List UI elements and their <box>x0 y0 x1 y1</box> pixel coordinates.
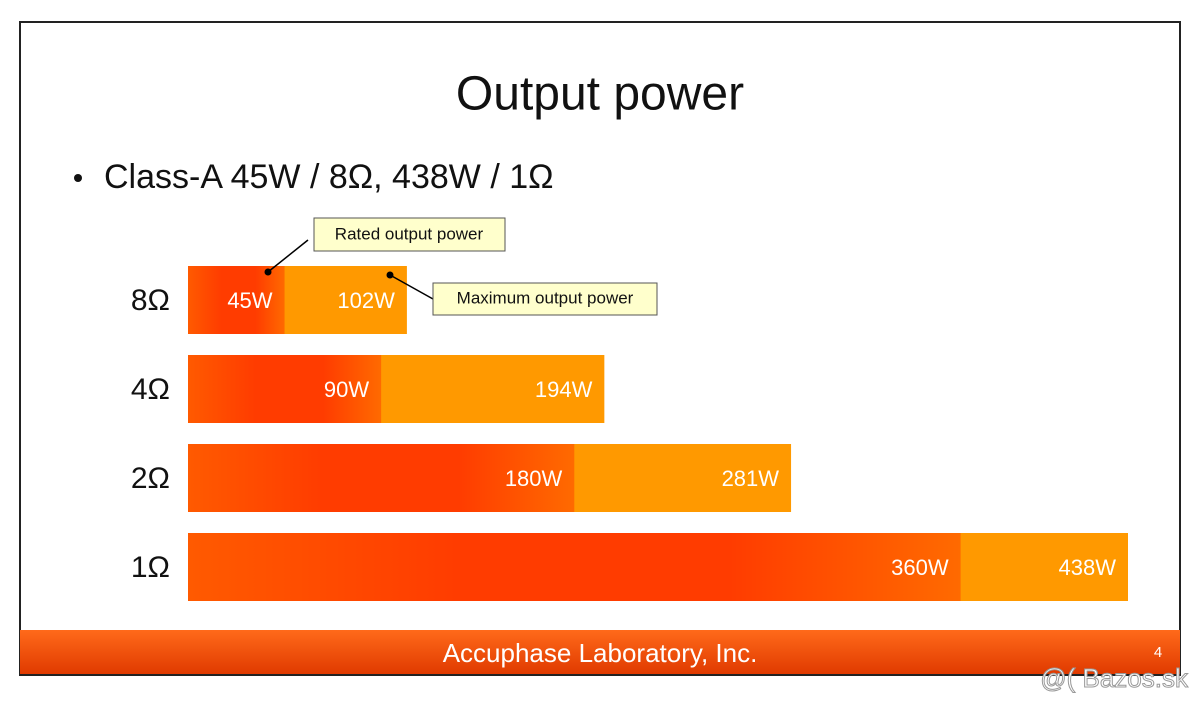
footer-bar <box>20 630 1180 674</box>
callout-text: Maximum output power <box>457 288 634 307</box>
category-label: 4Ω <box>131 373 170 406</box>
callout-text: Rated output power <box>335 224 484 243</box>
footer-text: Accuphase Laboratory, Inc. <box>443 638 758 668</box>
bar <box>188 444 575 512</box>
value-label: 360W <box>891 555 949 580</box>
callouts: Rated output power Maximum output power <box>264 217 658 316</box>
bar <box>188 533 961 601</box>
slide-title: Output power <box>456 68 744 121</box>
callout-dot <box>264 268 272 276</box>
watermark: @( Bazos.sk <box>1040 663 1189 693</box>
callout-line <box>267 239 309 273</box>
value-label: 194W <box>535 377 593 402</box>
category-label: 1Ω <box>131 551 170 584</box>
callout-box <box>432 282 658 316</box>
callout-line <box>389 274 434 300</box>
category-label: 8Ω <box>131 284 170 317</box>
callout-box <box>313 217 506 252</box>
callout-dot <box>386 271 394 279</box>
value-label: 180W <box>505 466 563 491</box>
value-label: 45W <box>227 288 272 313</box>
bar <box>188 266 285 334</box>
bar-chart: 8Ω 4Ω 2Ω 1Ω 102W 194W 281W 438W 45W 90W 180W 360W <box>131 266 1128 601</box>
bullet <box>74 174 82 182</box>
value-label: 102W <box>337 288 395 313</box>
category-label: 2Ω <box>131 462 170 495</box>
page-number: 4 <box>1154 644 1162 661</box>
bullet-text: Class-A 45W / 8Ω, 438W / 1Ω <box>104 158 554 196</box>
bar <box>188 355 382 423</box>
value-label: 90W <box>324 377 369 402</box>
value-label: 438W <box>1059 555 1117 580</box>
value-label: 281W <box>722 466 780 491</box>
